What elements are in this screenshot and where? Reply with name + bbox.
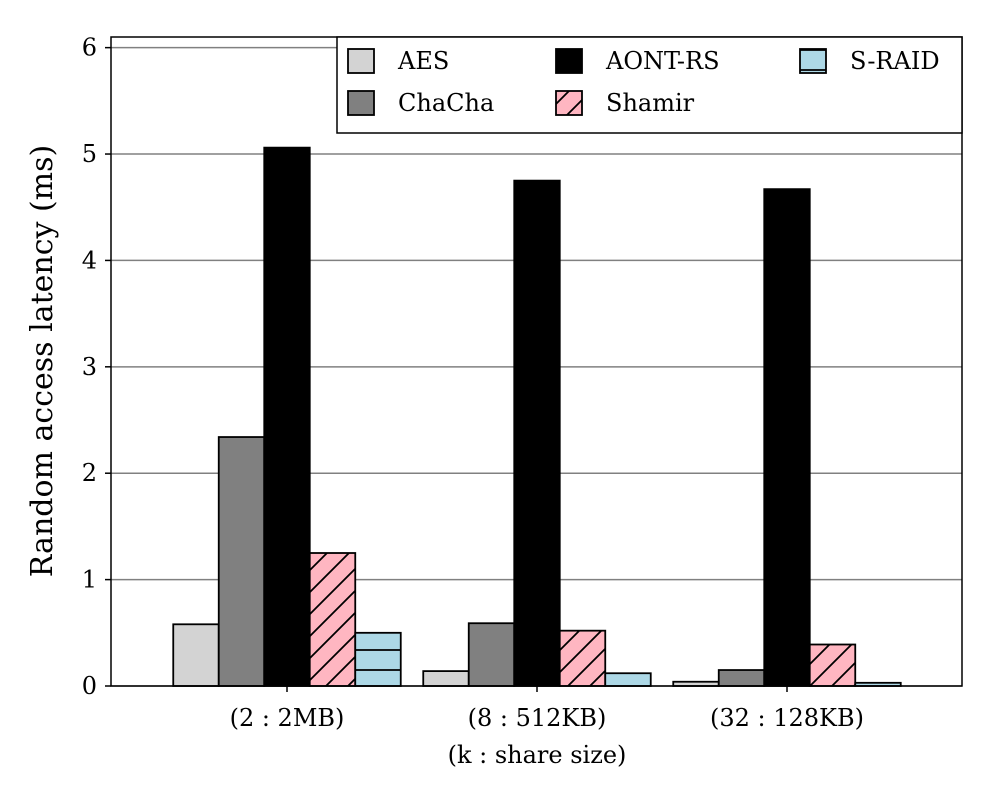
bar-chacha-bg (468, 623, 515, 686)
legend-item-aont-rs: AONT-RS (555, 47, 720, 75)
legend-label: S-RAID (850, 47, 940, 75)
legend-item-chacha: ChaCha (347, 89, 494, 117)
legend-item-shamir: Shamir (555, 89, 695, 117)
bar-shamir-hatch (559, 630, 606, 686)
y-tick-label: 3 (82, 353, 97, 381)
bar-aont-rs-bg (764, 189, 810, 686)
legend-label: Shamir (606, 89, 695, 117)
bar-aes-bg (423, 671, 469, 686)
bar-chacha-bg (718, 670, 765, 686)
bar-shamir-hatch (809, 644, 856, 686)
bar-aont-rs-bg (264, 147, 310, 687)
legend: AES ChaCha AONT-RS Shamir S-RAID (336, 36, 963, 134)
legend-frame (336, 36, 963, 134)
legend-swatch-border (555, 90, 583, 116)
y-tick-label: 1 (82, 566, 97, 594)
legend-label: AONT-RS (605, 47, 720, 75)
legend-swatch-hatch (800, 49, 826, 73)
y-axis: 0 1 2 3 4 5 6 (82, 34, 111, 700)
x-tick-label: (2 : 2MB) (230, 704, 345, 732)
legend-label: AES (397, 47, 449, 75)
x-tick-label: (8 : 512KB) (468, 704, 607, 732)
bar-chacha-bg (218, 437, 265, 686)
legend-swatch (556, 49, 582, 73)
legend-item-s-raid: S-RAID (799, 47, 940, 75)
legend-swatch-border (799, 48, 827, 74)
x-tick-label: (32 : 128KB) (710, 704, 864, 732)
legend-swatch-border (347, 48, 375, 74)
y-tick-label: 2 (82, 459, 97, 487)
bar-shamir-hatch (309, 553, 356, 686)
y-tick-label: 0 (82, 672, 97, 700)
y-tick-label: 5 (82, 140, 97, 168)
legend-swatch (348, 49, 374, 73)
y-tick-label: 6 (82, 34, 97, 62)
legend-swatch-hatch (556, 91, 582, 115)
bar-s-raid-hatch (605, 673, 651, 686)
legend-item-aes: AES (347, 47, 449, 75)
legend-swatch-border (347, 90, 375, 116)
bar-aes-bg (173, 624, 219, 686)
y-tick-label: 4 (82, 246, 97, 274)
legend-swatch-border (555, 48, 583, 74)
x-axis: (2 : 2MB) (8 : 512KB) (32 : 128KB) (230, 686, 864, 732)
bar-s-raid-hatch (855, 682, 901, 686)
bars (172, 146, 902, 687)
legend-swatch (348, 91, 374, 115)
bar-aes-bg (673, 681, 719, 686)
x-axis-title: (k : share size) (448, 741, 627, 769)
legend-label: ChaCha (398, 89, 494, 117)
y-axis-title: Random access latency (ms) (25, 145, 60, 577)
bar-aont-rs-bg (514, 180, 560, 686)
bar-s-raid-hatch (355, 632, 401, 686)
